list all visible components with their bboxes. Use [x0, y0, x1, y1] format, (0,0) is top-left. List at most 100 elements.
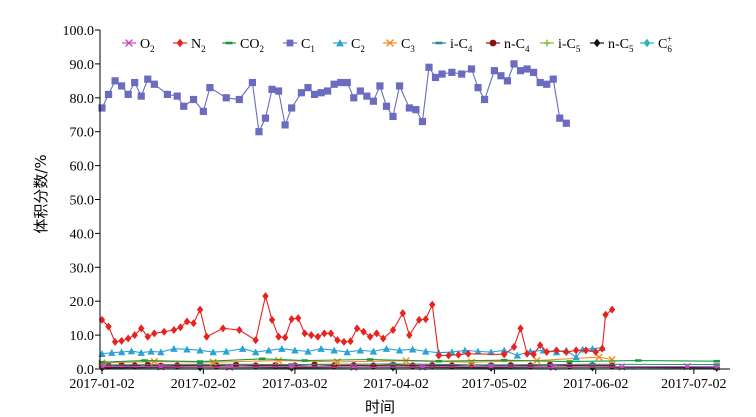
x-tick-label: 2017-03-02	[262, 377, 327, 392]
legend-label: C1	[301, 37, 315, 54]
data-point-C1	[248, 78, 257, 87]
data-point-C1	[543, 80, 551, 88]
series-i-C4	[98, 362, 720, 367]
data-point-C2	[117, 348, 126, 356]
data-point-N2	[563, 348, 570, 357]
data-point-n-C4	[131, 362, 138, 369]
legend-marker	[125, 39, 133, 47]
data-point-N2	[399, 309, 407, 318]
data-point-C1	[448, 68, 456, 76]
data-point-C1	[369, 97, 377, 105]
data-point-C1	[480, 95, 489, 104]
data-point-N2	[340, 337, 348, 346]
data-point-C1	[467, 65, 476, 73]
data-point-i-C4	[196, 362, 204, 366]
data-point-N2	[321, 329, 328, 338]
data-point-N2	[177, 323, 184, 332]
data-point-C2	[147, 347, 155, 355]
data-point-C1	[288, 104, 296, 112]
data-point-i-C4	[98, 363, 106, 367]
data-point-C1	[530, 68, 538, 76]
data-point-C2	[127, 347, 136, 355]
data-point-C3	[209, 358, 217, 366]
data-point-CO2	[713, 359, 720, 363]
data-point-N2	[608, 305, 616, 314]
data-point-N2	[327, 329, 335, 338]
legend-marker	[435, 41, 443, 45]
data-point-C2	[304, 347, 312, 355]
legend: O2 N2 CO2 C1 C2 C3 i-C4 n-C4 i-C5 n-C5 C6+	[122, 34, 672, 54]
series-C1	[98, 60, 570, 136]
legend-item-N2: N2	[173, 37, 206, 54]
data-point-N2	[334, 336, 341, 345]
data-point-CO2	[635, 359, 642, 362]
data-point-N2	[406, 331, 413, 340]
data-point-N2	[308, 331, 315, 340]
x-axis-title: 时间	[365, 398, 395, 416]
data-point-C1	[261, 114, 270, 122]
legend-label: N2	[191, 37, 206, 54]
data-point-C1	[337, 78, 345, 87]
data-point-N2	[572, 346, 580, 355]
data-point-n-C4	[527, 362, 534, 369]
data-point-N2	[582, 346, 590, 355]
data-point-C1	[189, 95, 198, 104]
y-tick-label: 20.0	[70, 295, 95, 310]
data-point-N2	[599, 344, 606, 353]
data-point-C1	[173, 92, 181, 100]
data-point-n-C4	[448, 362, 456, 369]
series-CO2	[98, 357, 720, 364]
data-point-C1	[490, 67, 498, 75]
data-point-C1	[297, 89, 306, 97]
data-point-C1	[412, 106, 420, 114]
data-point-C1	[274, 87, 283, 95]
legend-item-C6+: C6+	[640, 34, 672, 54]
data-point-N2	[536, 341, 544, 350]
data-point-C1	[438, 70, 446, 78]
data-point-N2	[252, 336, 259, 345]
y-tick-label: 0.0	[77, 363, 95, 378]
legend-marker	[643, 38, 651, 48]
data-point-C1	[98, 104, 106, 112]
data-point-C2	[343, 348, 351, 356]
legend-marker	[176, 38, 184, 48]
data-point-n-C4	[174, 362, 181, 369]
data-point-CO2	[196, 360, 204, 363]
data-point-C2	[222, 347, 230, 355]
legend-item-C1: C1	[283, 37, 315, 54]
y-tick-label: 70.0	[70, 126, 95, 141]
data-point-N2	[389, 326, 397, 335]
data-point-C2	[500, 346, 508, 354]
series-line-C3	[101, 356, 613, 364]
data-point-N2	[366, 332, 374, 341]
data-point-CO2	[566, 360, 573, 363]
data-point-C1	[497, 72, 505, 80]
data-point-C1	[389, 112, 397, 121]
y-axis-title: 体积分数/%	[32, 154, 50, 233]
data-point-N2	[415, 315, 423, 324]
data-point-N2	[435, 351, 442, 360]
data-point-C1	[516, 67, 525, 75]
data-point-C1	[131, 78, 139, 87]
legend-item-CO2: CO2	[222, 37, 264, 54]
data-point-N2	[353, 324, 361, 333]
data-point-i-C4	[288, 363, 295, 366]
data-point-i-C4	[389, 362, 397, 366]
data-point-C1	[405, 104, 413, 112]
legend-item-i-C5: i-C5	[540, 37, 581, 54]
data-point-N2	[530, 350, 537, 359]
data-point-C1	[137, 92, 145, 100]
data-point-N2	[111, 337, 119, 346]
y-tick-label: 10.0	[70, 329, 95, 344]
legend-label: n-C4	[504, 37, 530, 54]
y-tick-label: 30.0	[70, 261, 95, 276]
legend-label: i-C4	[450, 37, 473, 54]
series-C2	[98, 343, 606, 361]
data-point-C2	[395, 346, 404, 354]
data-point-N2	[203, 332, 210, 341]
data-point-C1	[536, 78, 544, 87]
legend-item-n-C5: n-C5	[590, 37, 634, 54]
data-point-C1	[376, 82, 384, 90]
data-point-C1	[556, 114, 564, 122]
